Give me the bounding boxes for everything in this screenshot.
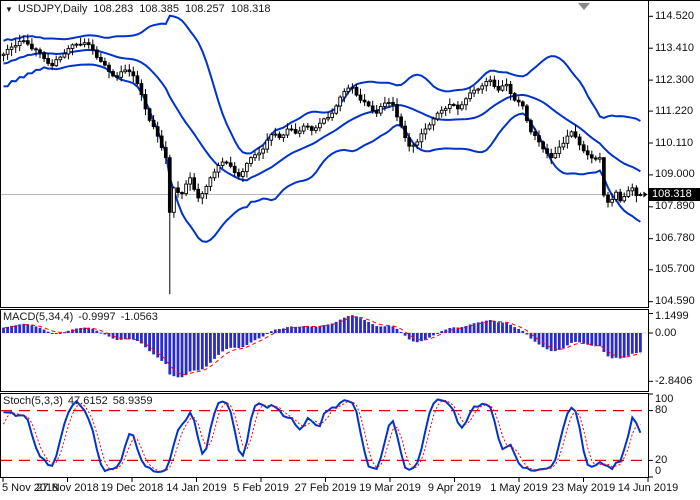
main-chart-pane[interactable]	[0, 0, 649, 308]
price-axis-label: 112.300	[655, 73, 694, 86]
time-axis-label: 14 Jan 2019	[166, 482, 227, 494]
symbol-info-marker-icon: ▼	[5, 5, 13, 14]
bollinger-middle-band	[3, 48, 641, 182]
price-axis-label: 106.780	[655, 232, 695, 245]
price-axis-label: 114.520	[655, 9, 694, 22]
ohlc-open-value: 108.283	[93, 3, 134, 15]
price-axis-label: 111.220	[655, 104, 694, 117]
current-price-badge: 108.318	[649, 188, 700, 201]
stoch-axis-label: 80	[655, 404, 668, 417]
symbol-period-label: USDJPY,Daily	[17, 3, 88, 15]
price-axis-label: 107.890	[655, 200, 695, 213]
chart-header: ▼ USDJPY,Daily 108.283 108.385 108.257 1…	[5, 3, 270, 16]
last-price-marker-icon	[643, 191, 648, 198]
ohlc-close-value: 108.318	[230, 3, 271, 15]
time-axis-label: 5 Feb 2019	[233, 482, 289, 494]
macd-signal-line	[3, 316, 641, 376]
time-axis[interactable]: 5 Nov 2018 27 Nov 2018 19 Dec 2018 14 Jan 2…	[0, 478, 700, 500]
price-axis-label: 104.590	[655, 295, 695, 308]
time-axis-label: 9 Apr 2019	[427, 482, 482, 494]
price-axis-label: 110.110	[655, 136, 694, 149]
time-axis-label: 5 Nov 2018	[2, 482, 59, 494]
macd-axis-label: -2.8406	[655, 374, 693, 387]
stoch-indicator-label: Stoch(5,3,3) 47.6152 58.9359	[3, 395, 152, 408]
stoch-axis-label: 100	[655, 392, 674, 405]
time-axis-label: 23 May 2019	[551, 482, 616, 494]
macd-content	[1, 315, 648, 378]
macd-name: MACD(5,34,4)	[3, 311, 74, 323]
time-axis-label: 1 May 2019	[490, 482, 548, 494]
stoch-k-line	[3, 398, 642, 474]
time-axis-label: 27 Nov 2018	[36, 482, 99, 494]
macd-axis-label: 0.00	[655, 326, 677, 339]
price-axis-label: 113.410	[655, 41, 694, 54]
stoch-d-line	[3, 399, 641, 473]
ohlc-high-value: 108.385	[139, 3, 179, 15]
stoch-content	[1, 398, 648, 474]
stoch-axis-label: 0	[655, 464, 662, 477]
macd-axis-label: 1.1499	[655, 309, 689, 322]
time-axis-label: 19 Dec 2018	[100, 482, 164, 494]
price-axis[interactable]: 114.520 113.410 112.300 111.220 110.110 109.0…	[648, 0, 700, 478]
price-axis-label: 109.000	[655, 168, 695, 181]
chart-shift-marker-icon	[578, 3, 590, 10]
stoch-k-value: 47.6152	[67, 395, 108, 407]
macd-pane[interactable]	[0, 309, 649, 392]
ohlc-low-value: 108.257	[184, 3, 225, 15]
macd-value: -0.9997	[78, 311, 116, 323]
macd-indicator-label: MACD(5,34,4) -0.9997 -1.0563	[3, 311, 158, 324]
time-axis-label: 27 Feb 2019	[294, 482, 357, 494]
stoch-axis-label: 20	[655, 453, 668, 466]
time-axis-label: 19 Mar 2019	[359, 482, 421, 494]
bollinger-upper-band	[3, 14, 641, 155]
stoch-pane[interactable]	[0, 393, 649, 478]
price-axis-label: 105.700	[655, 263, 695, 276]
macd-signal-value: -1.0563	[120, 311, 158, 323]
stoch-d-value: 58.9359	[112, 395, 153, 407]
stoch-name: Stoch(5,3,3)	[3, 395, 63, 407]
time-axis-label: 14 Jun 2019	[617, 482, 679, 494]
main-chart-content	[1, 14, 648, 295]
